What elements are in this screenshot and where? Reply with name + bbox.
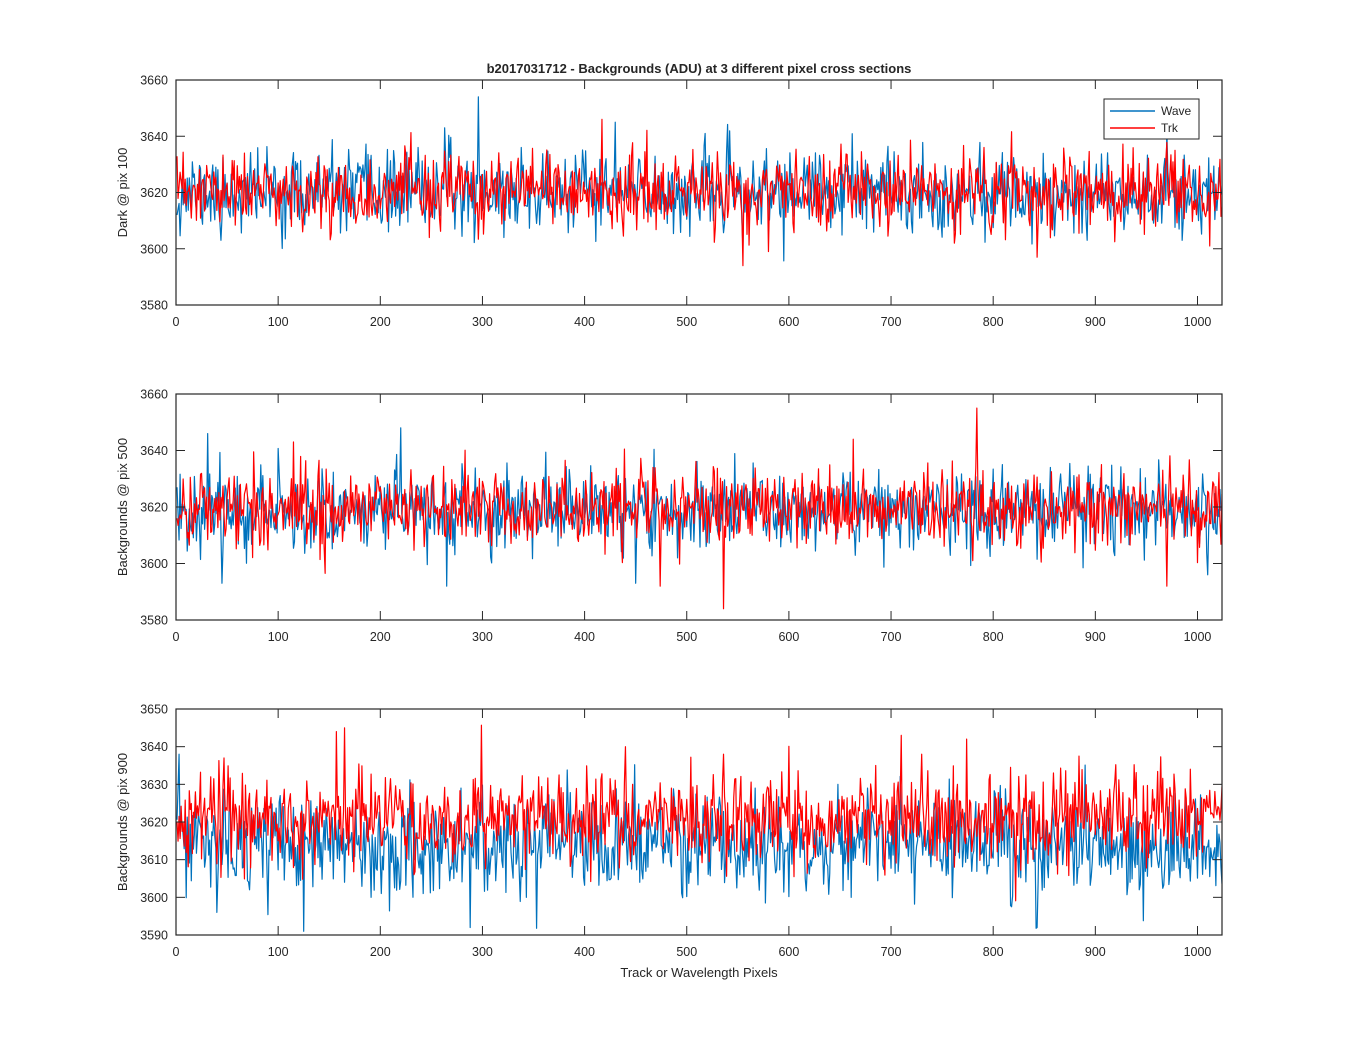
x-tick-label: 0 xyxy=(173,630,180,644)
y-axis-label: Backgrounds @ pix 900 xyxy=(115,753,130,891)
x-tick-label: 700 xyxy=(881,630,902,644)
figure-title: b2017031712 - Backgrounds (ADU) at 3 dif… xyxy=(487,61,912,76)
series-group xyxy=(176,407,1222,610)
y-tick-label: 3620 xyxy=(140,186,168,200)
x-tick-label: 600 xyxy=(778,315,799,329)
x-axis-label: Track or Wavelength Pixels xyxy=(620,965,778,980)
series-group xyxy=(176,724,1222,932)
axes-2: 0 100 200 300 400 500 600 700 800 900 1000 3580 3600… xyxy=(115,388,1223,644)
x-tick-label: 500 xyxy=(676,945,697,959)
x-tick-label: 1000 xyxy=(1184,630,1212,644)
x-tick-label: 200 xyxy=(370,945,391,959)
y-tick-label: 3590 xyxy=(140,929,168,943)
y-tick-label: 3640 xyxy=(140,130,168,144)
y-tick-label: 3580 xyxy=(140,614,168,628)
x-tick-label: 300 xyxy=(472,630,493,644)
x-tick-label: 900 xyxy=(1085,630,1106,644)
x-tick-label: 200 xyxy=(370,630,391,644)
y-tick-label: 3580 xyxy=(140,299,168,313)
x-tick-label: 0 xyxy=(173,315,180,329)
axes-1: 0 100 200 300 400 500 600 700 800 900 1000 3580 3600… xyxy=(115,74,1223,329)
x-tick-label: 400 xyxy=(574,630,595,644)
y-tick-label: 3620 xyxy=(140,501,168,515)
series-line-trk xyxy=(176,407,1222,610)
legend-label-trk: Trk xyxy=(1161,121,1179,135)
y-tick-label: 3610 xyxy=(140,853,168,867)
axes-3: 0 100 200 300 400 500 600 700 800 900 1000 3590 3600… xyxy=(115,703,1223,959)
x-tick-label: 1000 xyxy=(1184,945,1212,959)
y-axis-label: Dark @ pix 100 xyxy=(115,148,130,238)
x-tick-label: 500 xyxy=(676,630,697,644)
x-tick-label: 100 xyxy=(268,630,289,644)
series-line-trk xyxy=(176,724,1222,902)
x-tick-label: 300 xyxy=(472,315,493,329)
legend-label-wave: Wave xyxy=(1161,104,1192,118)
legend-box xyxy=(1103,98,1200,140)
x-tick-label: 400 xyxy=(574,315,595,329)
x-tick-label: 0 xyxy=(173,945,180,959)
legend: Wave Trk xyxy=(1103,98,1200,140)
x-tick-label: 600 xyxy=(778,630,799,644)
x-tick-label: 800 xyxy=(983,945,1004,959)
x-tick-label: 600 xyxy=(778,945,799,959)
x-tick-label: 200 xyxy=(370,315,391,329)
y-tick-label: 3640 xyxy=(140,740,168,754)
y-tick-label: 3600 xyxy=(140,891,168,905)
y-tick-label: 3660 xyxy=(140,74,168,88)
axes-container: 0 100 200 300 400 500 600 700 800 900 100035803600… xyxy=(115,74,1223,959)
y-tick-label: 3600 xyxy=(140,242,168,256)
x-tick-label: 400 xyxy=(574,945,595,959)
x-tick-label: 700 xyxy=(881,945,902,959)
x-tick-label: 800 xyxy=(983,315,1004,329)
y-tick-label: 3630 xyxy=(140,778,168,792)
x-tick-label: 100 xyxy=(268,945,289,959)
y-tick-label: 3620 xyxy=(140,816,168,830)
y-tick-label: 3600 xyxy=(140,557,168,571)
series-group xyxy=(176,96,1222,267)
y-tick-label: 3650 xyxy=(140,703,168,717)
x-tick-label: 800 xyxy=(983,630,1004,644)
x-tick-label: 300 xyxy=(472,945,493,959)
x-tick-label: 100 xyxy=(268,315,289,329)
y-axis-label: Backgrounds @ pix 500 xyxy=(115,438,130,576)
y-tick-label: 3660 xyxy=(140,388,168,402)
x-tick-label: 900 xyxy=(1085,315,1106,329)
series-line-trk xyxy=(176,118,1222,267)
x-tick-label: 900 xyxy=(1085,945,1106,959)
x-tick-label: 700 xyxy=(881,315,902,329)
y-tick-label: 3640 xyxy=(140,444,168,458)
x-tick-label: 1000 xyxy=(1184,315,1212,329)
x-tick-label: 500 xyxy=(676,315,697,329)
